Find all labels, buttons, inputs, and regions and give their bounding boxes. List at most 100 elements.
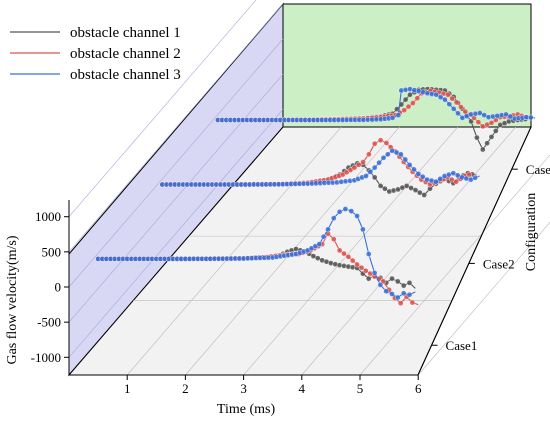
data-point xyxy=(342,206,349,212)
data-point xyxy=(377,282,384,288)
x-tick-label: 4 xyxy=(299,381,306,396)
legend: obstacle channel 1 obstacle channel 2 ob… xyxy=(10,25,181,83)
data-point xyxy=(414,95,421,101)
data-point xyxy=(442,96,448,103)
z-tick-label: Case1 xyxy=(446,338,478,353)
data-point xyxy=(402,156,409,163)
data-point xyxy=(453,178,460,185)
wall-grid-line xyxy=(68,38,284,288)
y-tick-label: 500 xyxy=(42,244,62,259)
data-point xyxy=(400,282,407,289)
data-point xyxy=(444,91,451,98)
data-point xyxy=(371,270,378,276)
data-point xyxy=(384,151,391,158)
data-point xyxy=(366,151,372,158)
data-point xyxy=(376,159,382,166)
x-tick-label: 3 xyxy=(240,381,247,396)
data-point xyxy=(472,174,478,181)
x-tick-labels: 1 2 3 4 5 6 xyxy=(124,375,422,396)
z-tick-label: Case3 xyxy=(526,162,550,177)
z-tick-label: Case2 xyxy=(483,256,515,271)
data-point xyxy=(389,291,395,297)
data-point xyxy=(419,173,426,180)
wall-grid-line xyxy=(68,73,284,323)
data-point xyxy=(345,253,352,260)
data-point xyxy=(411,166,417,173)
data-point xyxy=(449,95,456,102)
data-point xyxy=(455,110,461,117)
data-point xyxy=(410,100,416,106)
data-point xyxy=(389,115,396,121)
data-point xyxy=(394,278,401,285)
data-point xyxy=(401,107,408,113)
x-tick-label: 6 xyxy=(415,381,422,396)
legend-item-channel-1: obstacle channel 1 xyxy=(10,25,181,41)
data-point xyxy=(407,91,413,98)
data-point xyxy=(475,119,482,125)
data-point xyxy=(437,176,444,182)
floor-grid-line xyxy=(301,126,517,376)
legend-label-channel-3: obstacle channel 3 xyxy=(70,67,181,83)
data-point xyxy=(415,171,422,177)
data-point xyxy=(474,134,480,141)
data-point xyxy=(383,288,390,295)
y-tick-label: 0 xyxy=(55,280,62,295)
wall-grid-line xyxy=(68,0,257,217)
data-point xyxy=(432,178,439,185)
data-point xyxy=(398,151,404,158)
legend-item-channel-2: obstacle channel 2 xyxy=(10,46,181,62)
data-point xyxy=(395,112,402,118)
wall-grid-line xyxy=(68,109,284,358)
data-point xyxy=(377,137,384,143)
data-point xyxy=(389,275,395,282)
data-point xyxy=(382,185,388,192)
data-point xyxy=(363,173,369,179)
data-point xyxy=(351,164,358,171)
data-point xyxy=(383,140,390,146)
data-point xyxy=(355,161,362,168)
floor-grid-line xyxy=(359,154,550,376)
y-tick-label: -1000 xyxy=(31,350,61,365)
legend-label-channel-1: obstacle channel 1 xyxy=(70,25,181,41)
data-point xyxy=(406,279,413,286)
data-point xyxy=(377,183,384,189)
data-point xyxy=(458,104,464,110)
data-point xyxy=(360,226,366,233)
data-point xyxy=(484,140,490,146)
data-point xyxy=(354,213,360,219)
x-tick-label: 5 xyxy=(357,381,364,396)
data-point xyxy=(453,99,460,106)
data-point xyxy=(416,189,423,196)
data-point xyxy=(330,215,337,221)
data-point xyxy=(450,106,457,112)
data-point xyxy=(492,128,499,134)
data-point xyxy=(358,264,365,271)
data-point xyxy=(446,101,453,107)
data-point xyxy=(380,154,387,161)
y-tick-label: 1000 xyxy=(35,209,61,224)
data-point xyxy=(320,233,327,240)
data-point xyxy=(400,290,407,297)
data-point xyxy=(362,267,369,274)
data-point xyxy=(367,168,374,175)
data-point xyxy=(348,208,355,214)
data-point xyxy=(394,294,401,301)
legend-item-channel-3: obstacle channel 3 xyxy=(10,67,181,83)
floor-grid-line xyxy=(126,126,342,376)
x-tick-label: 1 xyxy=(124,381,131,396)
configuration-case3 xyxy=(215,86,536,153)
wall-grid-line xyxy=(68,3,284,253)
data-point xyxy=(330,236,337,242)
floor-grid-line xyxy=(243,126,458,376)
data-point xyxy=(433,91,440,98)
z-tick-labels: Case1 Case2 Case3 xyxy=(431,162,550,353)
data-point xyxy=(336,247,343,254)
data-point xyxy=(479,146,486,153)
y-tick-label: -500 xyxy=(37,315,61,330)
data-point xyxy=(409,299,416,306)
floor-grid-line xyxy=(417,221,550,376)
data-point xyxy=(371,174,378,181)
data-point xyxy=(365,275,372,282)
data-point xyxy=(488,134,495,140)
